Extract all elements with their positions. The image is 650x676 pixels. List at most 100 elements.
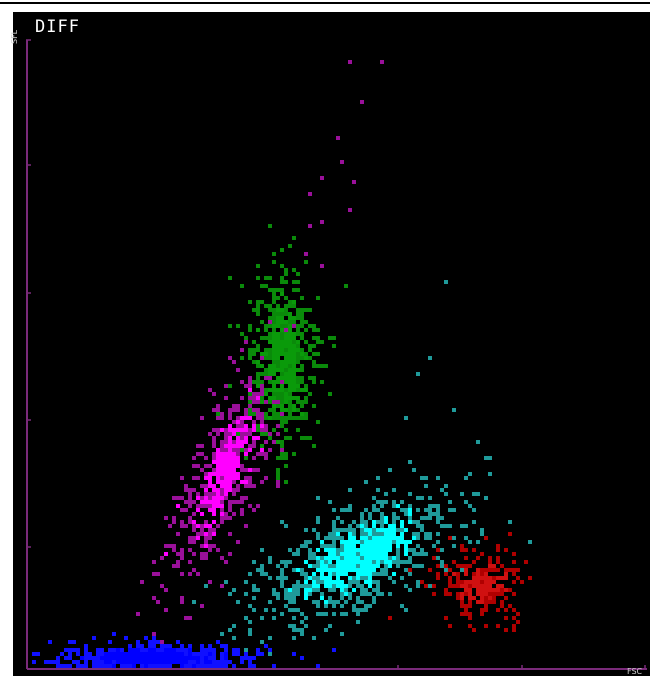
series-1-point [248, 428, 252, 432]
series-2-point [300, 436, 304, 440]
series-3-point [296, 552, 300, 556]
series-1-point [232, 420, 236, 424]
series-3-point [316, 588, 320, 592]
series-1-point [208, 528, 212, 532]
series-2-point [268, 436, 272, 440]
series-2-point [268, 356, 272, 360]
series-3-core-point [380, 544, 384, 548]
series-3-point [416, 520, 420, 524]
series-1-point [184, 488, 188, 492]
series-0-point [168, 644, 172, 648]
series-2-point [284, 480, 288, 484]
series-2-point [328, 336, 332, 340]
series-1-point [232, 440, 236, 444]
series-1-point [232, 512, 236, 516]
series-2-point [260, 300, 264, 304]
series-3-core-point [408, 512, 412, 516]
series-2-point [320, 380, 324, 384]
series-1-core-point [220, 428, 224, 432]
series-0-point [184, 664, 188, 668]
series-0-core-point [144, 652, 148, 656]
series-3-point [356, 612, 360, 616]
series-4-point [496, 560, 500, 564]
series-3-core-point [408, 540, 412, 544]
series-3-point [324, 612, 328, 616]
series-2-point [272, 252, 276, 256]
series-0-point [188, 660, 192, 664]
series-3-point [360, 592, 364, 596]
series-2-point [268, 332, 272, 336]
series-0-core-point [112, 652, 116, 656]
series-0-point [140, 648, 144, 652]
series-0-point [156, 648, 160, 652]
series-3-point [448, 524, 452, 528]
series-3-core-point [320, 540, 324, 544]
series-3-point [244, 616, 248, 620]
outlier-point-16 [452, 408, 456, 412]
series-3-core-point [388, 548, 392, 552]
series-2-core-point [292, 344, 296, 348]
series-3-point [304, 528, 308, 532]
series-4-point [464, 592, 468, 596]
series-3-core-point [344, 540, 348, 544]
series-1-point [208, 388, 212, 392]
series-1-core-point [228, 484, 232, 488]
series-3-core-point [340, 588, 344, 592]
series-0-point [160, 664, 164, 668]
series-1-point [236, 484, 240, 488]
series-3-core-point [352, 544, 356, 548]
series-2-point [304, 384, 308, 388]
series-1-core-point [216, 496, 220, 500]
series-3-core-point [356, 548, 360, 552]
series-4-core-point [488, 584, 492, 588]
series-1-core-point [260, 424, 264, 428]
series-1-core-point [236, 420, 240, 424]
series-3-point [440, 560, 444, 564]
series-1-core-point [228, 424, 232, 428]
series-3-point [252, 588, 256, 592]
series-4-core-point [464, 572, 468, 576]
series-1-point [240, 464, 244, 468]
series-3-point [348, 596, 352, 600]
series-0-point [204, 664, 208, 668]
series-3-point [352, 520, 356, 524]
series-2-point [288, 364, 292, 368]
series-1-core-point [224, 444, 228, 448]
series-2-point [248, 352, 252, 356]
series-3-core-point [332, 548, 336, 552]
series-3-point [248, 604, 252, 608]
series-0-core-point [120, 660, 124, 664]
series-3-core-point [312, 580, 316, 584]
series-2-core-point [280, 352, 284, 356]
series-3-point [344, 528, 348, 532]
series-1-point [192, 528, 196, 532]
series-2-core-point [292, 404, 296, 408]
series-3-point [432, 544, 436, 548]
series-3-point [328, 624, 332, 628]
series-2-point [264, 348, 268, 352]
series-3-core-point [372, 540, 376, 544]
series-1-point [176, 564, 180, 568]
series-3-point [424, 508, 428, 512]
series-0-core-point [140, 656, 144, 660]
series-2-point [284, 296, 288, 300]
series-0-core-point [128, 656, 132, 660]
series-3-point [340, 556, 344, 560]
series-3-point [308, 548, 312, 552]
series-0-point [140, 664, 144, 668]
outlier-point-2 [360, 100, 364, 104]
series-1-point [200, 552, 204, 556]
series-3-point [484, 496, 488, 500]
series-2-core-point [288, 352, 292, 356]
series-4-point [448, 568, 452, 572]
series-0-point [60, 664, 64, 668]
series-2-point [284, 416, 288, 420]
series-2-core-point [292, 300, 296, 304]
series-3-point [404, 560, 408, 564]
series-4-point [496, 568, 500, 572]
series-0-point [220, 664, 224, 668]
series-0-point [88, 656, 92, 660]
series-3-point [332, 600, 336, 604]
series-1-point [220, 416, 224, 420]
series-3-point [380, 524, 384, 528]
